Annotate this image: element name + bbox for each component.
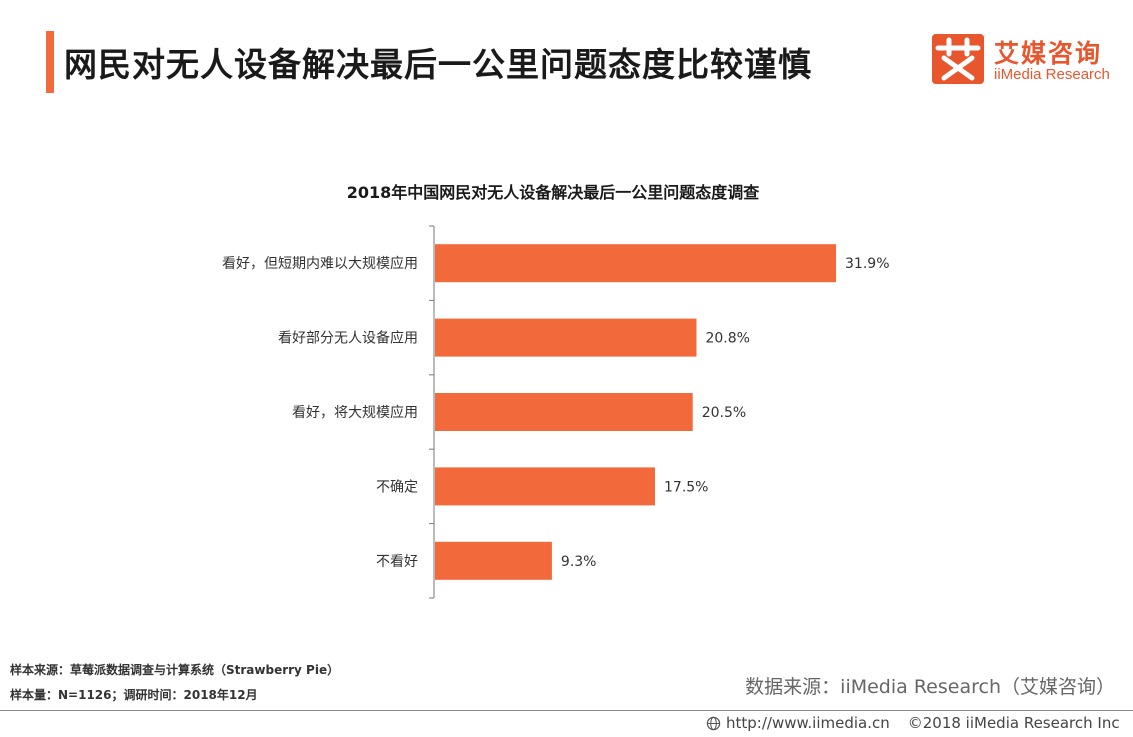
- page-title: 网民对无人设备解决最后一公里问题态度比较谨慎: [64, 45, 812, 84]
- footer-divider: [0, 710, 1133, 711]
- bar: [435, 393, 693, 431]
- footer-url[interactable]: http://www.iimedia.cn: [726, 714, 890, 732]
- data-label: 20.8%: [705, 331, 749, 347]
- data-label: 17.5%: [664, 479, 708, 495]
- globe-icon: [706, 716, 721, 730]
- bar: [435, 541, 552, 580]
- bar: [435, 467, 655, 506]
- category-label: 看好部分无人设备应用: [278, 330, 418, 347]
- sample-size-note: 样本量：N=1126；调研时间：2018年12月: [10, 688, 258, 702]
- category-label: 看好，将大规模应用: [292, 404, 418, 421]
- logo-name-cn: 艾媒咨询: [994, 39, 1103, 68]
- data-label: 9.3%: [561, 554, 597, 570]
- logo-name-en: iiMedia Research: [994, 66, 1110, 83]
- bar: [435, 244, 837, 283]
- title-accent-bar: [46, 31, 54, 93]
- footer-copyright: ©2018 iiMedia Research Inc: [907, 714, 1120, 732]
- logo-mark-icon: [932, 34, 984, 84]
- data-source: 数据来源：iiMedia Research（艾媒咨询）: [745, 676, 1115, 698]
- sample-source-note: 样本来源：草莓派数据调查与计算系统（Strawberry Pie）: [10, 663, 340, 677]
- iimedia-logo: 艾媒咨询 iiMedia Research: [932, 34, 1117, 86]
- footer: http://www.iimedia.cn ©2018 iiMedia Rese…: [706, 714, 1120, 732]
- category-label: 不看好: [376, 554, 418, 570]
- data-label: 20.5%: [702, 405, 746, 421]
- category-label: 看好，但短期内难以大规模应用: [222, 255, 418, 272]
- bar: [435, 318, 697, 357]
- data-label: 31.9%: [845, 256, 889, 272]
- chart-title: 2018年中国网民对无人设备解决最后一公里问题态度调查: [346, 183, 760, 202]
- category-label: 不确定: [376, 479, 418, 495]
